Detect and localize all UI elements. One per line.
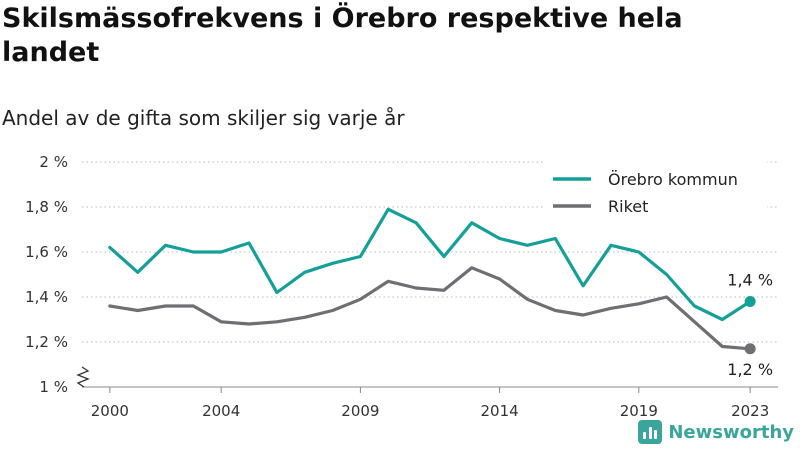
axis-break-icon — [76, 366, 90, 388]
chart-subtitle: Andel av de gifta som skiljer sig varje … — [2, 106, 405, 130]
y-tick-label: 1,8 % — [25, 198, 68, 216]
x-tick-label: 2000 — [91, 402, 129, 420]
y-tick-label: 1,6 % — [25, 243, 68, 261]
legend-background — [545, 161, 767, 227]
x-axis-ticks: 2000 2004 2009 2014 2019 2023 — [91, 387, 769, 420]
y-tick-label: 1,2 % — [25, 333, 68, 351]
y-tick-label: 1,4 % — [25, 288, 68, 306]
legend: Örebro kommun Riket — [545, 161, 767, 227]
legend-label: Örebro kommun — [608, 170, 738, 189]
brand-name: Newsworthy — [668, 421, 794, 443]
legend-label: Riket — [608, 197, 648, 216]
chart-title: Skilsmässofrekvens i Örebro respektive h… — [2, 3, 683, 68]
end-marker-orebro — [744, 296, 756, 307]
series-lines — [108, 207, 752, 351]
y-tick-label: 2 % — [39, 153, 68, 171]
x-tick-label: 2014 — [481, 402, 519, 420]
end-markers: 1,4 % 1,2 % — [727, 271, 773, 379]
x-tick-label: 2009 — [341, 402, 379, 420]
y-tick-label: 1 % — [39, 378, 68, 396]
y-axis-ticks: 1 % 1,2 % 1,4 % 1,6 % 1,8 % 2 % — [25, 153, 68, 396]
end-value-label: 1,4 % — [727, 271, 773, 290]
bar-chart-logo-icon — [638, 420, 663, 444]
series-line-riket — [108, 266, 752, 351]
end-marker-riket — [744, 343, 756, 355]
x-tick-label: 2019 — [620, 402, 658, 420]
x-tick-label: 2004 — [202, 402, 240, 420]
x-tick-label: 2023 — [731, 402, 769, 420]
grid-lines — [76, 161, 778, 388]
end-value-label: 1,2 % — [727, 360, 773, 379]
series-line-orebro — [108, 207, 752, 322]
newsworthy-brand: Newsworthy — [638, 420, 794, 444]
